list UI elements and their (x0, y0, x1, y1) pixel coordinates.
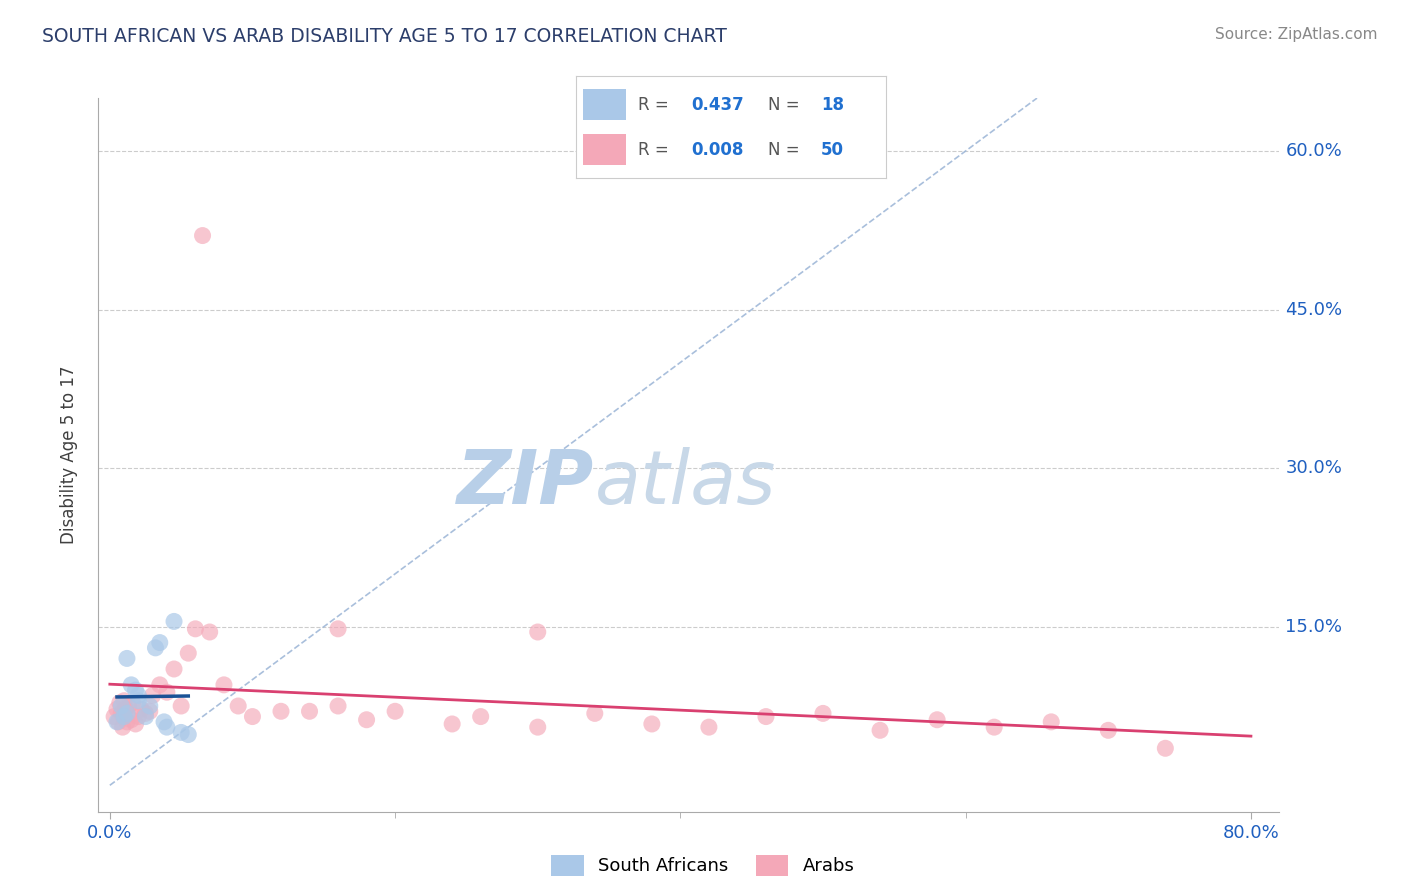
Point (156, 685, 179, 699)
Point (105, 702, 128, 716)
Text: N =: N = (768, 141, 806, 159)
Point (755, 709, 778, 723)
Point (1097, 723, 1119, 738)
Text: 30.0%: 30.0% (1285, 459, 1343, 477)
Point (326, 698, 349, 713)
Point (110, 698, 132, 713)
Text: R =: R = (638, 95, 675, 113)
Point (139, 698, 162, 713)
Point (470, 709, 492, 723)
Point (384, 704, 406, 718)
Point (149, 635, 172, 649)
Text: 15.0%: 15.0% (1285, 618, 1343, 636)
Point (112, 709, 135, 723)
Text: 50: 50 (821, 141, 844, 159)
Text: 0.437: 0.437 (690, 95, 744, 113)
Point (163, 662, 186, 676)
Point (191, 228, 214, 243)
Text: Source: ZipAtlas.com: Source: ZipAtlas.com (1215, 27, 1378, 42)
Point (110, 706, 132, 721)
Point (212, 678, 235, 692)
Point (583, 706, 606, 721)
Point (153, 714, 176, 729)
Point (927, 713, 949, 727)
Point (114, 702, 136, 716)
Text: 45.0%: 45.0% (1285, 301, 1343, 318)
Point (869, 723, 891, 738)
Point (641, 717, 664, 731)
Point (124, 717, 146, 731)
Text: 0.008: 0.008 (690, 141, 744, 159)
Point (124, 683, 146, 698)
Point (326, 622, 349, 636)
Point (127, 694, 149, 708)
Point (145, 640, 167, 655)
Point (526, 625, 548, 640)
Point (142, 689, 165, 703)
Point (115, 706, 138, 721)
Point (1154, 741, 1177, 756)
FancyBboxPatch shape (582, 135, 626, 165)
Point (170, 698, 193, 713)
Point (149, 678, 172, 692)
Point (115, 651, 138, 665)
Point (163, 615, 186, 629)
Point (127, 709, 149, 723)
Point (226, 698, 249, 713)
Point (127, 689, 149, 703)
Point (120, 678, 142, 692)
Point (270, 704, 292, 718)
Point (184, 622, 207, 636)
Text: 18: 18 (821, 95, 844, 113)
Point (526, 720, 548, 734)
Point (298, 704, 321, 718)
Y-axis label: Disability Age 5 to 17: Disability Age 5 to 17 (59, 366, 77, 544)
Text: atlas: atlas (595, 448, 776, 519)
Point (107, 714, 129, 729)
Point (242, 709, 264, 723)
Point (108, 696, 131, 710)
Point (115, 714, 138, 729)
Text: 60.0%: 60.0% (1285, 142, 1343, 160)
Point (129, 702, 152, 716)
FancyBboxPatch shape (582, 89, 626, 120)
Point (105, 714, 128, 729)
Point (139, 704, 162, 718)
Point (134, 709, 156, 723)
Point (441, 717, 464, 731)
Point (121, 696, 143, 710)
Point (170, 725, 193, 739)
Text: SOUTH AFRICAN VS ARAB DISABILITY AGE 5 TO 17 CORRELATION CHART: SOUTH AFRICAN VS ARAB DISABILITY AGE 5 T… (42, 27, 727, 45)
Point (103, 709, 125, 723)
Point (1040, 714, 1063, 729)
Point (120, 713, 142, 727)
Point (112, 694, 135, 708)
Text: ZIP: ZIP (457, 447, 595, 520)
Point (134, 706, 156, 721)
Point (811, 706, 834, 721)
Text: R =: R = (638, 141, 675, 159)
Point (356, 713, 378, 727)
Point (111, 720, 134, 734)
Point (177, 646, 200, 660)
Point (983, 720, 1005, 734)
Point (697, 720, 720, 734)
Point (177, 727, 200, 741)
Legend: South Africans, Arabs: South Africans, Arabs (544, 847, 862, 883)
Point (117, 698, 139, 713)
Point (156, 720, 179, 734)
Point (198, 625, 221, 640)
Text: N =: N = (768, 95, 806, 113)
